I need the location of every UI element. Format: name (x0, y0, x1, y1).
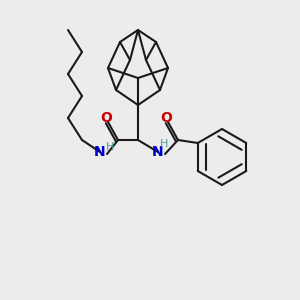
Text: H: H (160, 139, 168, 149)
Text: O: O (100, 111, 112, 125)
Text: O: O (160, 111, 172, 125)
Text: N: N (152, 145, 164, 159)
Text: N: N (94, 145, 106, 159)
Text: H: H (106, 142, 114, 152)
